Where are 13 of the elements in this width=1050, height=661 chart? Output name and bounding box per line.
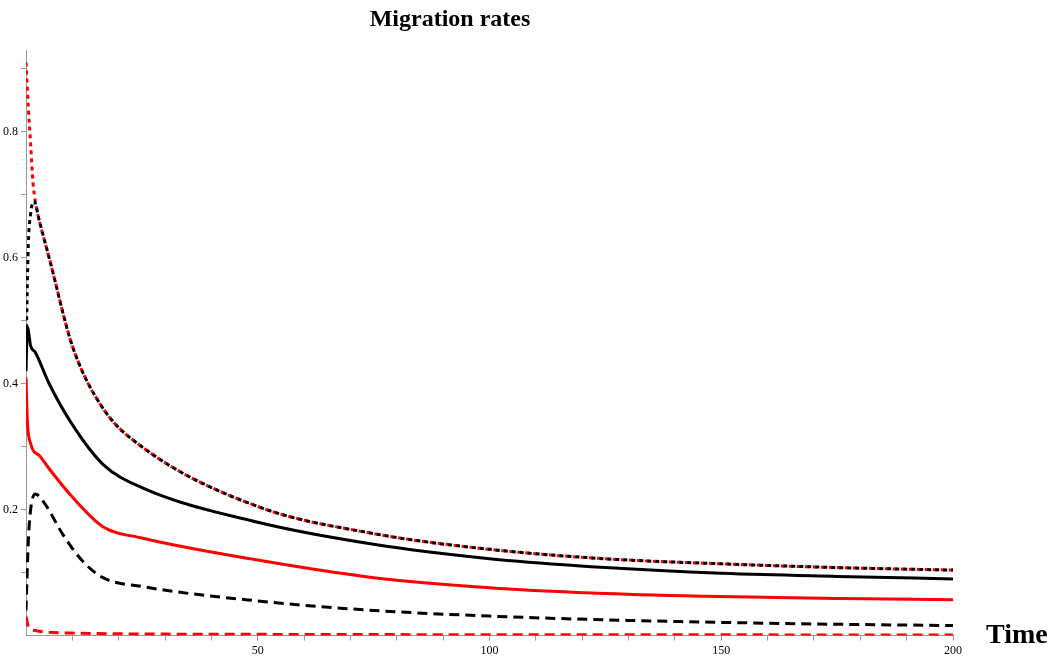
x-axis-title: Time xyxy=(986,617,1048,649)
line-series xyxy=(26,61,953,572)
y-tick-label: 0.6 xyxy=(3,249,18,264)
x-tick-label: 200 xyxy=(944,642,962,657)
line-series xyxy=(26,492,953,628)
y-tick-label: 0.4 xyxy=(3,375,18,390)
chart-title: Migration rates xyxy=(369,5,531,32)
x-tick-label: 150 xyxy=(712,642,731,657)
y-tick-label: 0.8 xyxy=(3,124,18,139)
y-tick-label: 0.2 xyxy=(3,501,18,516)
x-tick-label: 100 xyxy=(480,642,499,657)
x-tick-label: 50 xyxy=(251,642,264,657)
line-series xyxy=(26,375,953,602)
